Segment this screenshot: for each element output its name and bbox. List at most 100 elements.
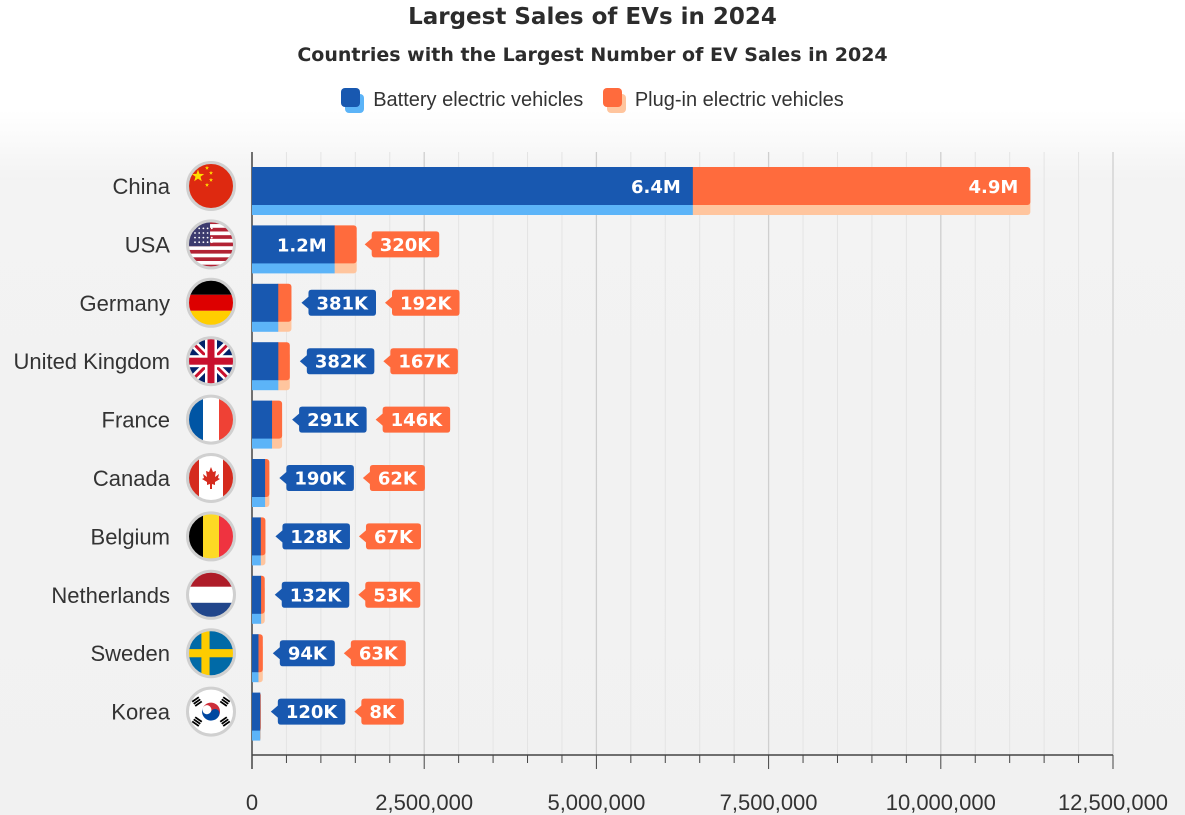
value-label-phev-canada-text: 62K (378, 469, 418, 490)
bar-row-usa (252, 225, 357, 274)
country-label-china: China (113, 174, 171, 199)
value-label-phev-netherlands: 53K (358, 581, 421, 608)
value-label-bev-korea: 120K (270, 698, 346, 725)
bar-row-canada (252, 459, 270, 507)
korea-flag-icon (186, 686, 236, 737)
x-tick-label: 2,500,000 (375, 790, 473, 815)
value-label-bev-sweden-shape (272, 640, 335, 667)
bar-bev (252, 167, 693, 205)
legend-item-phev[interactable]: Plug-in electric vehicles (602, 84, 844, 116)
value-label-phev-usa-text: 320K (380, 235, 433, 256)
value-label-bev-belgium-shape (275, 523, 350, 550)
value-label-phev-korea: 8K (354, 698, 404, 725)
canada-flag-icon (186, 453, 236, 503)
value-label-bev-france: 291K (292, 406, 367, 433)
x-tick-label: 5,000,000 (547, 790, 645, 815)
value-label-bev-sweden-text: 94K (288, 644, 328, 665)
value-label-phev-usa-shape (364, 231, 440, 258)
bar-row-korea (252, 692, 261, 741)
bar-phev (275, 283, 292, 322)
value-label-phev-germany-shape (384, 289, 460, 316)
country-label-united-kingdom: United Kingdom (13, 349, 170, 374)
bar-bev (252, 634, 259, 673)
value-label-bev-netherlands: 132K (274, 581, 350, 608)
value-label-bev-united-kingdom-text: 382K (315, 352, 368, 373)
bar-row-netherlands (252, 575, 265, 624)
value-label-phev-sweden-shape (343, 640, 406, 667)
value-label-phev-germany: 192K (384, 289, 460, 316)
value-label-bev-united-kingdom-shape (299, 348, 375, 375)
value-label-bev-canada-text: 190K (294, 469, 347, 490)
x-tick-label: 0 (246, 790, 258, 815)
legend-label-bev: Battery electric vehicles (373, 89, 584, 111)
value-label-phev-belgium-text: 67K (374, 527, 414, 548)
value-label-phev-canada-shape (362, 465, 425, 491)
sweden-flag-icon (186, 628, 236, 679)
country-label-sweden: Sweden (90, 641, 170, 666)
bar-row-france (252, 400, 283, 449)
value-label-phev-canada: 62K (362, 465, 425, 491)
value-label-bev-netherlands-shape (274, 581, 350, 608)
country-label-canada: Canada (93, 466, 171, 491)
value-label-bev-china: 6.4M (631, 177, 681, 198)
value-label-phev-belgium: 67K (358, 523, 421, 550)
value-label-bev-france-shape (292, 406, 367, 433)
value-label-bev-canada: 190K (279, 465, 354, 491)
usa-flag-icon (186, 219, 236, 270)
china-flag-icon (186, 161, 236, 211)
value-label-bev-canada-shape (279, 465, 354, 491)
bar-row-germany (252, 283, 292, 332)
value-label-phev-usa: 320K (364, 231, 440, 258)
legend-swatch-phev (602, 88, 626, 113)
value-label-phev-belgium-shape (358, 523, 421, 550)
value-label-phev-china: 4.9M (969, 177, 1019, 198)
belgium-flag-icon (186, 511, 236, 562)
germany-flag-icon (186, 277, 236, 328)
country-label-germany: Germany (80, 291, 170, 316)
country-label-korea: Korea (111, 700, 170, 725)
bar-bev (252, 459, 266, 497)
value-label-phev-france-shape (375, 406, 451, 433)
bar-bev (252, 575, 262, 614)
chart-title: Largest Sales of EVs in 2024 (408, 4, 777, 30)
france-flag-icon (186, 394, 236, 445)
value-label-phev-united-kingdom-shape (383, 348, 458, 375)
value-label-phev-germany-text: 192K (400, 293, 453, 314)
netherlands-flag-icon (186, 569, 236, 620)
bar-bev (252, 225, 335, 264)
legend-item-bev[interactable]: Battery electric vehicles (341, 84, 583, 116)
legend-swatch-bev (341, 88, 365, 113)
value-label-bev-belgium-text: 128K (290, 527, 343, 548)
bar-bev (252, 517, 261, 556)
bar-row-sweden (252, 634, 263, 683)
value-label-phev-united-kingdom: 167K (383, 348, 458, 375)
country-label-usa: USA (125, 232, 171, 257)
bar-bev (252, 283, 279, 322)
value-label-bev-usa: 1.2M (277, 235, 327, 256)
value-label-bev-korea-text: 120K (286, 702, 339, 723)
value-label-bev-korea-shape (270, 698, 346, 725)
value-label-phev-france-text: 146K (391, 410, 444, 431)
value-label-bev-belgium: 128K (275, 523, 350, 550)
value-label-bev-sweden: 94K (272, 640, 335, 667)
country-label-france: France (102, 408, 170, 433)
uk-flag-icon (186, 336, 236, 387)
x-tick-label: 7,500,000 (720, 790, 818, 815)
value-label-phev-korea-shape (354, 698, 404, 725)
value-label-bev-france-text: 291K (307, 410, 360, 431)
value-label-phev-sweden: 63K (343, 640, 406, 667)
bar-phev (689, 167, 1031, 205)
value-label-bev-germany: 381K (301, 289, 376, 316)
value-label-phev-sweden-text: 63K (359, 644, 399, 665)
bar-row-belgium (252, 517, 266, 566)
bar-bev (252, 400, 273, 439)
value-label-bev-germany-text: 381K (316, 293, 369, 314)
value-label-phev-france: 146K (375, 406, 451, 433)
value-label-bev-netherlands-text: 132K (290, 585, 343, 606)
bar-bev (252, 342, 279, 381)
legend-label-phev: Plug-in electric vehicles (634, 89, 844, 111)
bar-row-china (252, 167, 1031, 215)
bar-phev (275, 342, 290, 381)
legend: Battery electric vehicles Plug-in electr… (0, 84, 1185, 122)
